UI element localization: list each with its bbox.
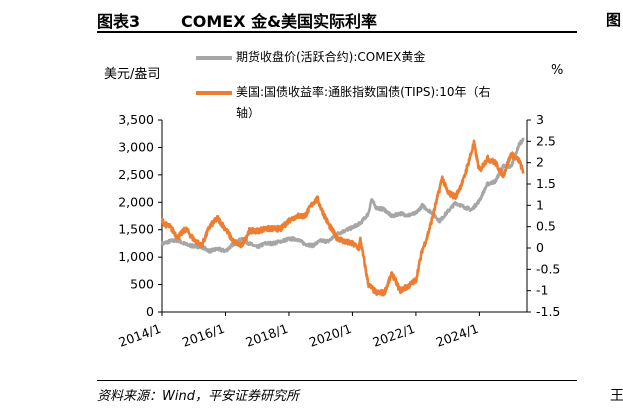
legend-item-gold: 期货收盘价(活跃合约):COMEX黄金 — [196, 48, 425, 65]
figure-title: 图表3 COMEX 金&美国实际利率 — [97, 8, 577, 32]
legend-label-tips-wrap: 轴） — [236, 106, 261, 120]
right-axis-tick-label: 3 — [536, 112, 544, 127]
x-axis-tick-label: 2016/1 — [180, 321, 226, 350]
legend-swatch-gold — [196, 55, 232, 60]
left-axis-unit: 美元/盎司 — [104, 67, 161, 82]
right-axis-unit: % — [551, 63, 564, 78]
x-axis-tick-label: 2018/1 — [244, 321, 290, 350]
chart-series — [160, 137, 525, 297]
right-axis-tick-label: -1 — [536, 283, 548, 298]
edge-glyph-top: 图 — [606, 11, 622, 29]
right-axis-tick-label: 1.5 — [536, 176, 556, 191]
left-axis-tick-label: 1,500 — [118, 222, 154, 237]
right-axis-tick-label: 1 — [536, 197, 544, 212]
right-axis-tick-label: 2 — [536, 155, 544, 170]
title-rule — [97, 31, 577, 33]
legend-label-tips: 美国:国债收益率:通胀指数国债(TIPS):10年（右 — [236, 85, 491, 99]
right-axis-tick-label: -0.5 — [536, 261, 560, 276]
left-axis-tick-label: 1,000 — [118, 249, 154, 264]
right-axis-tick-label: 0 — [536, 240, 544, 255]
legend-label-gold: 期货收盘价(活跃合约):COMEX黄金 — [236, 50, 426, 64]
left-axis-tick-label: 2,000 — [118, 194, 154, 209]
left-axis-tick-label: 500 — [130, 277, 154, 292]
x-axis-tick-label: 2024/1 — [434, 321, 480, 350]
left-axis-tick-label: 3,500 — [118, 112, 154, 127]
right-axis-tick-label: 2.5 — [536, 133, 556, 148]
left-axis-tick-label: 2,500 — [118, 167, 154, 182]
right-axis-tick-label: -1.5 — [536, 304, 560, 319]
right-axis-tick-label: 0.5 — [536, 219, 556, 234]
source-note: 资料来源：Wind，平安证券研究所 — [97, 389, 299, 404]
figure-title-text: COMEX 金&美国实际利率 — [181, 12, 378, 31]
legend-item-tips: 美国:国债收益率:通胀指数国债(TIPS):10年（右 — [196, 83, 491, 100]
x-axis-tick-label: 2014/1 — [117, 321, 163, 350]
x-axis-tick-label: 2022/1 — [370, 321, 416, 350]
x-axis-tick-label: 2020/1 — [307, 321, 353, 350]
series-line-tips — [160, 139, 525, 297]
legend-swatch-tips — [196, 90, 232, 95]
left-axis-tick-label: 3,000 — [118, 139, 154, 154]
edge-glyph-bottom: 王 — [610, 388, 623, 404]
left-axis-tick-label: 0 — [146, 304, 154, 319]
source-rule — [97, 380, 577, 381]
figure-number: 图表3 — [97, 12, 141, 31]
series-line-gold — [160, 137, 525, 254]
